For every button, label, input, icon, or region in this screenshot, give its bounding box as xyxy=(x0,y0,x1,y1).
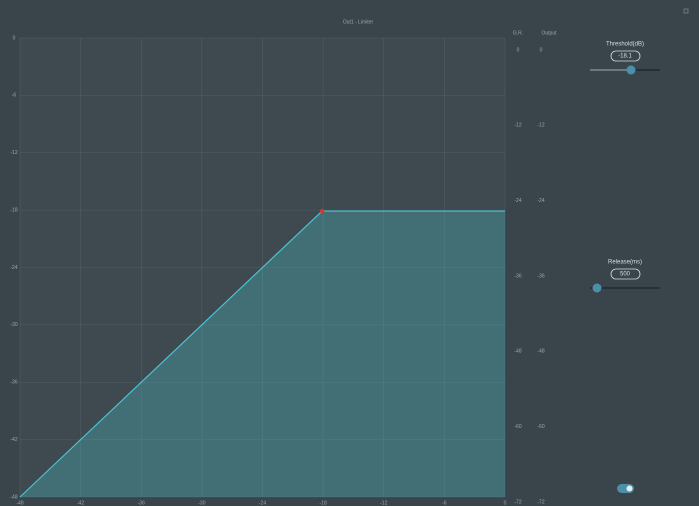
control-label: Release(ms) xyxy=(608,260,642,266)
value-box[interactable] xyxy=(610,50,641,62)
y-tick-label: -30 xyxy=(10,322,17,328)
meter-tick-label: -12 xyxy=(537,123,544,129)
x-tick-label: -24 xyxy=(259,500,266,506)
y-tick-label: -42 xyxy=(10,437,17,443)
y-tick-label: -6 xyxy=(12,93,17,99)
meter-tick-label: -12 xyxy=(514,123,521,129)
control-value: -18.1 xyxy=(618,54,632,60)
meter-tick-label: -60 xyxy=(537,424,544,430)
meter-tick-label: -48 xyxy=(537,349,544,355)
meter-tick-label: -48 xyxy=(514,349,521,355)
meter-tick-label: -72 xyxy=(537,499,544,505)
chart-title: Out1 - Limiter xyxy=(343,19,374,25)
y-tick-label: -48 xyxy=(10,494,17,500)
y-tick-label: 0 xyxy=(13,35,16,41)
meter-tick-label: -24 xyxy=(514,198,521,204)
slider-knob[interactable] xyxy=(626,65,636,75)
meter-tick-label: 0 xyxy=(517,47,520,53)
slider-knob[interactable] xyxy=(592,283,602,293)
meter-tick-label: -60 xyxy=(514,424,521,430)
meter-tick-label: -36 xyxy=(537,273,544,279)
x-tick-label: -12 xyxy=(380,500,387,506)
threshold-point xyxy=(319,208,325,214)
x-tick-label: -36 xyxy=(138,500,145,506)
control-label: Threshold(dB) xyxy=(606,42,644,48)
window-button[interactable] xyxy=(683,8,689,14)
toggle-knob xyxy=(626,485,633,492)
x-tick-label: -42 xyxy=(77,500,84,506)
y-tick-label: -12 xyxy=(10,150,17,156)
meter-tick-label: -36 xyxy=(514,273,521,279)
curve-area xyxy=(20,211,505,498)
x-tick-label: -48 xyxy=(16,500,23,506)
value-box[interactable] xyxy=(610,268,641,280)
y-tick-label: -24 xyxy=(10,265,17,271)
x-tick-label: -18 xyxy=(320,500,327,506)
y-tick-label: -18 xyxy=(10,207,17,213)
x-tick-label: -30 xyxy=(198,500,205,506)
control-value: 500 xyxy=(620,272,631,278)
y-tick-label: -36 xyxy=(10,380,17,386)
x-tick-label: 0 xyxy=(504,500,507,506)
x-tick-label: -6 xyxy=(442,500,447,506)
meter-header: Output xyxy=(541,30,557,36)
meter-header: G.R. xyxy=(513,30,523,36)
meter-tick-label: 0 xyxy=(540,47,543,53)
meter-tick-label: -24 xyxy=(537,198,544,204)
meter-tick-label: -72 xyxy=(514,499,521,505)
